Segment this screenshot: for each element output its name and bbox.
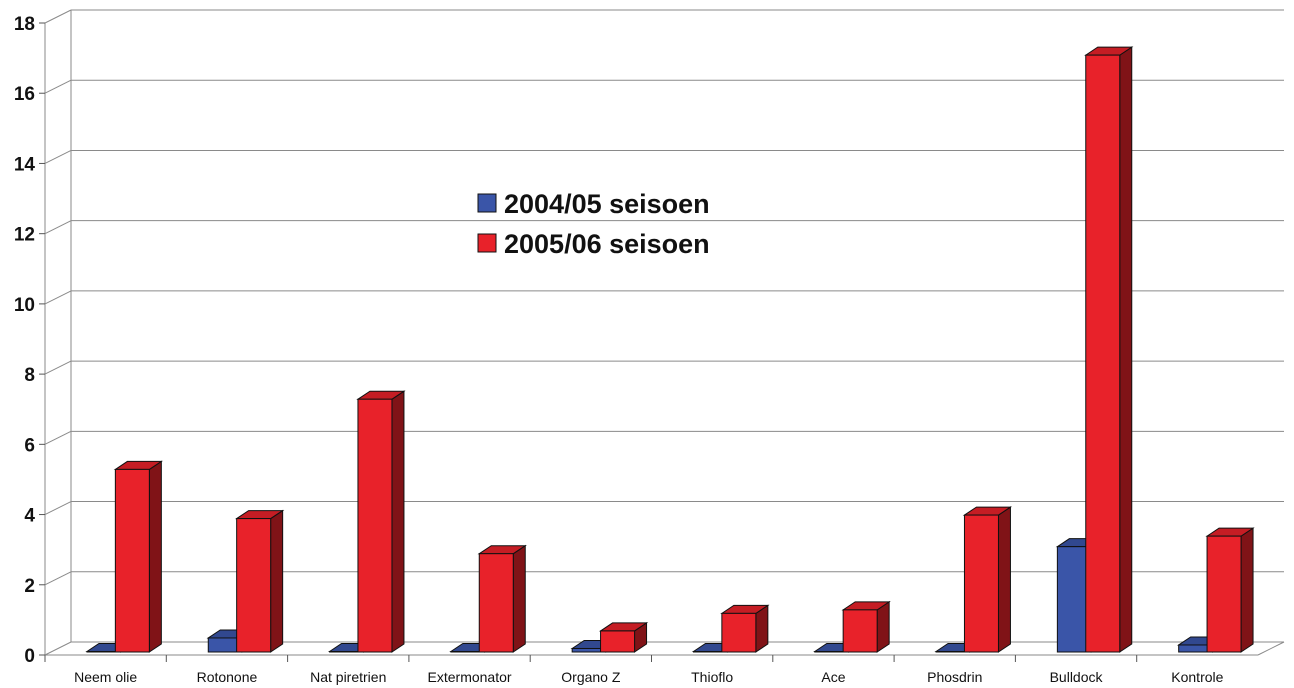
bars <box>85 46 1255 653</box>
gridline-side <box>44 220 72 235</box>
x-tick-label: Phosdrin <box>927 669 982 685</box>
bar-side <box>270 509 284 653</box>
x-tick-label: Rotonone <box>197 669 258 685</box>
bar-series2 <box>477 544 527 653</box>
legend-swatch <box>477 233 497 253</box>
y-tick-label: 4 <box>24 506 35 527</box>
x-tick-label: Organo Z <box>561 669 621 685</box>
y-tick-label: 10 <box>14 295 35 316</box>
bar-front <box>1085 54 1121 653</box>
x-tick-label: Bulldock <box>1050 669 1104 685</box>
bar-front <box>600 630 636 653</box>
legend: 2004/05 seisoen 2005/06 seisoen <box>477 189 710 259</box>
bar-series2 <box>356 390 406 653</box>
legend-label: 2005/06 seisoen <box>504 229 710 259</box>
bar-side <box>997 506 1011 653</box>
y-tick-label: 6 <box>24 435 35 456</box>
gridline-side <box>44 501 72 516</box>
gridline-side <box>44 290 72 305</box>
x-tick-label: Kontrole <box>1171 669 1223 685</box>
x-tick-label: Extermonator <box>428 669 512 685</box>
bar-front <box>114 468 150 653</box>
bar-series2 <box>113 460 164 653</box>
x-axis-labels: Neem olie Rotonone Nat piretrien Extermonat… <box>44 655 1224 685</box>
legend-label: 2004/05 seisoen <box>504 189 710 219</box>
y-axis-ticks: 0 2 4 6 8 10 12 14 16 18 <box>14 14 45 667</box>
y-tick-label: 18 <box>14 14 35 35</box>
gridline-side <box>44 149 72 164</box>
bar-front <box>842 609 878 653</box>
gridline-side <box>44 641 72 656</box>
bar-side <box>148 460 162 653</box>
bar-front <box>236 518 272 653</box>
bar-side <box>1240 527 1254 653</box>
bar-series2 <box>962 506 1013 653</box>
bar-series2 <box>598 621 649 653</box>
bar-side <box>391 390 405 653</box>
bar-front <box>1206 535 1242 653</box>
y-tick-label: 0 <box>24 646 35 667</box>
bar-front <box>357 398 393 653</box>
y-tick-label: 14 <box>14 154 36 175</box>
x-tick-label: Nat piretrien <box>310 669 386 685</box>
x-tick-label: Ace <box>821 669 845 685</box>
gridline-side <box>44 9 72 24</box>
gridline-side <box>44 430 72 445</box>
bar-series2 <box>1084 46 1134 653</box>
bar-series2 <box>720 604 770 653</box>
bar-series2 <box>841 600 891 653</box>
y-tick-label: 8 <box>24 365 35 386</box>
bar-series2 <box>1205 527 1255 653</box>
bar-front <box>721 612 757 653</box>
bar-front <box>478 553 514 653</box>
y-tick-label: 12 <box>14 225 35 246</box>
y-tick-label: 2 <box>24 576 35 597</box>
x-tick-label: Neem olie <box>74 669 137 685</box>
gridline-side <box>44 79 72 94</box>
legend-swatch <box>477 193 497 213</box>
gridline-side <box>44 571 72 586</box>
x-tick-label: Thioflo <box>691 669 733 685</box>
bar-front <box>963 514 999 653</box>
gridline-side <box>44 360 72 375</box>
bar-side <box>512 544 526 653</box>
bar-side <box>1119 46 1133 653</box>
bar-side <box>876 600 890 653</box>
floor-right-edge <box>1257 641 1285 656</box>
y-tick-label: 16 <box>14 84 35 105</box>
bar-series2 <box>235 509 285 653</box>
